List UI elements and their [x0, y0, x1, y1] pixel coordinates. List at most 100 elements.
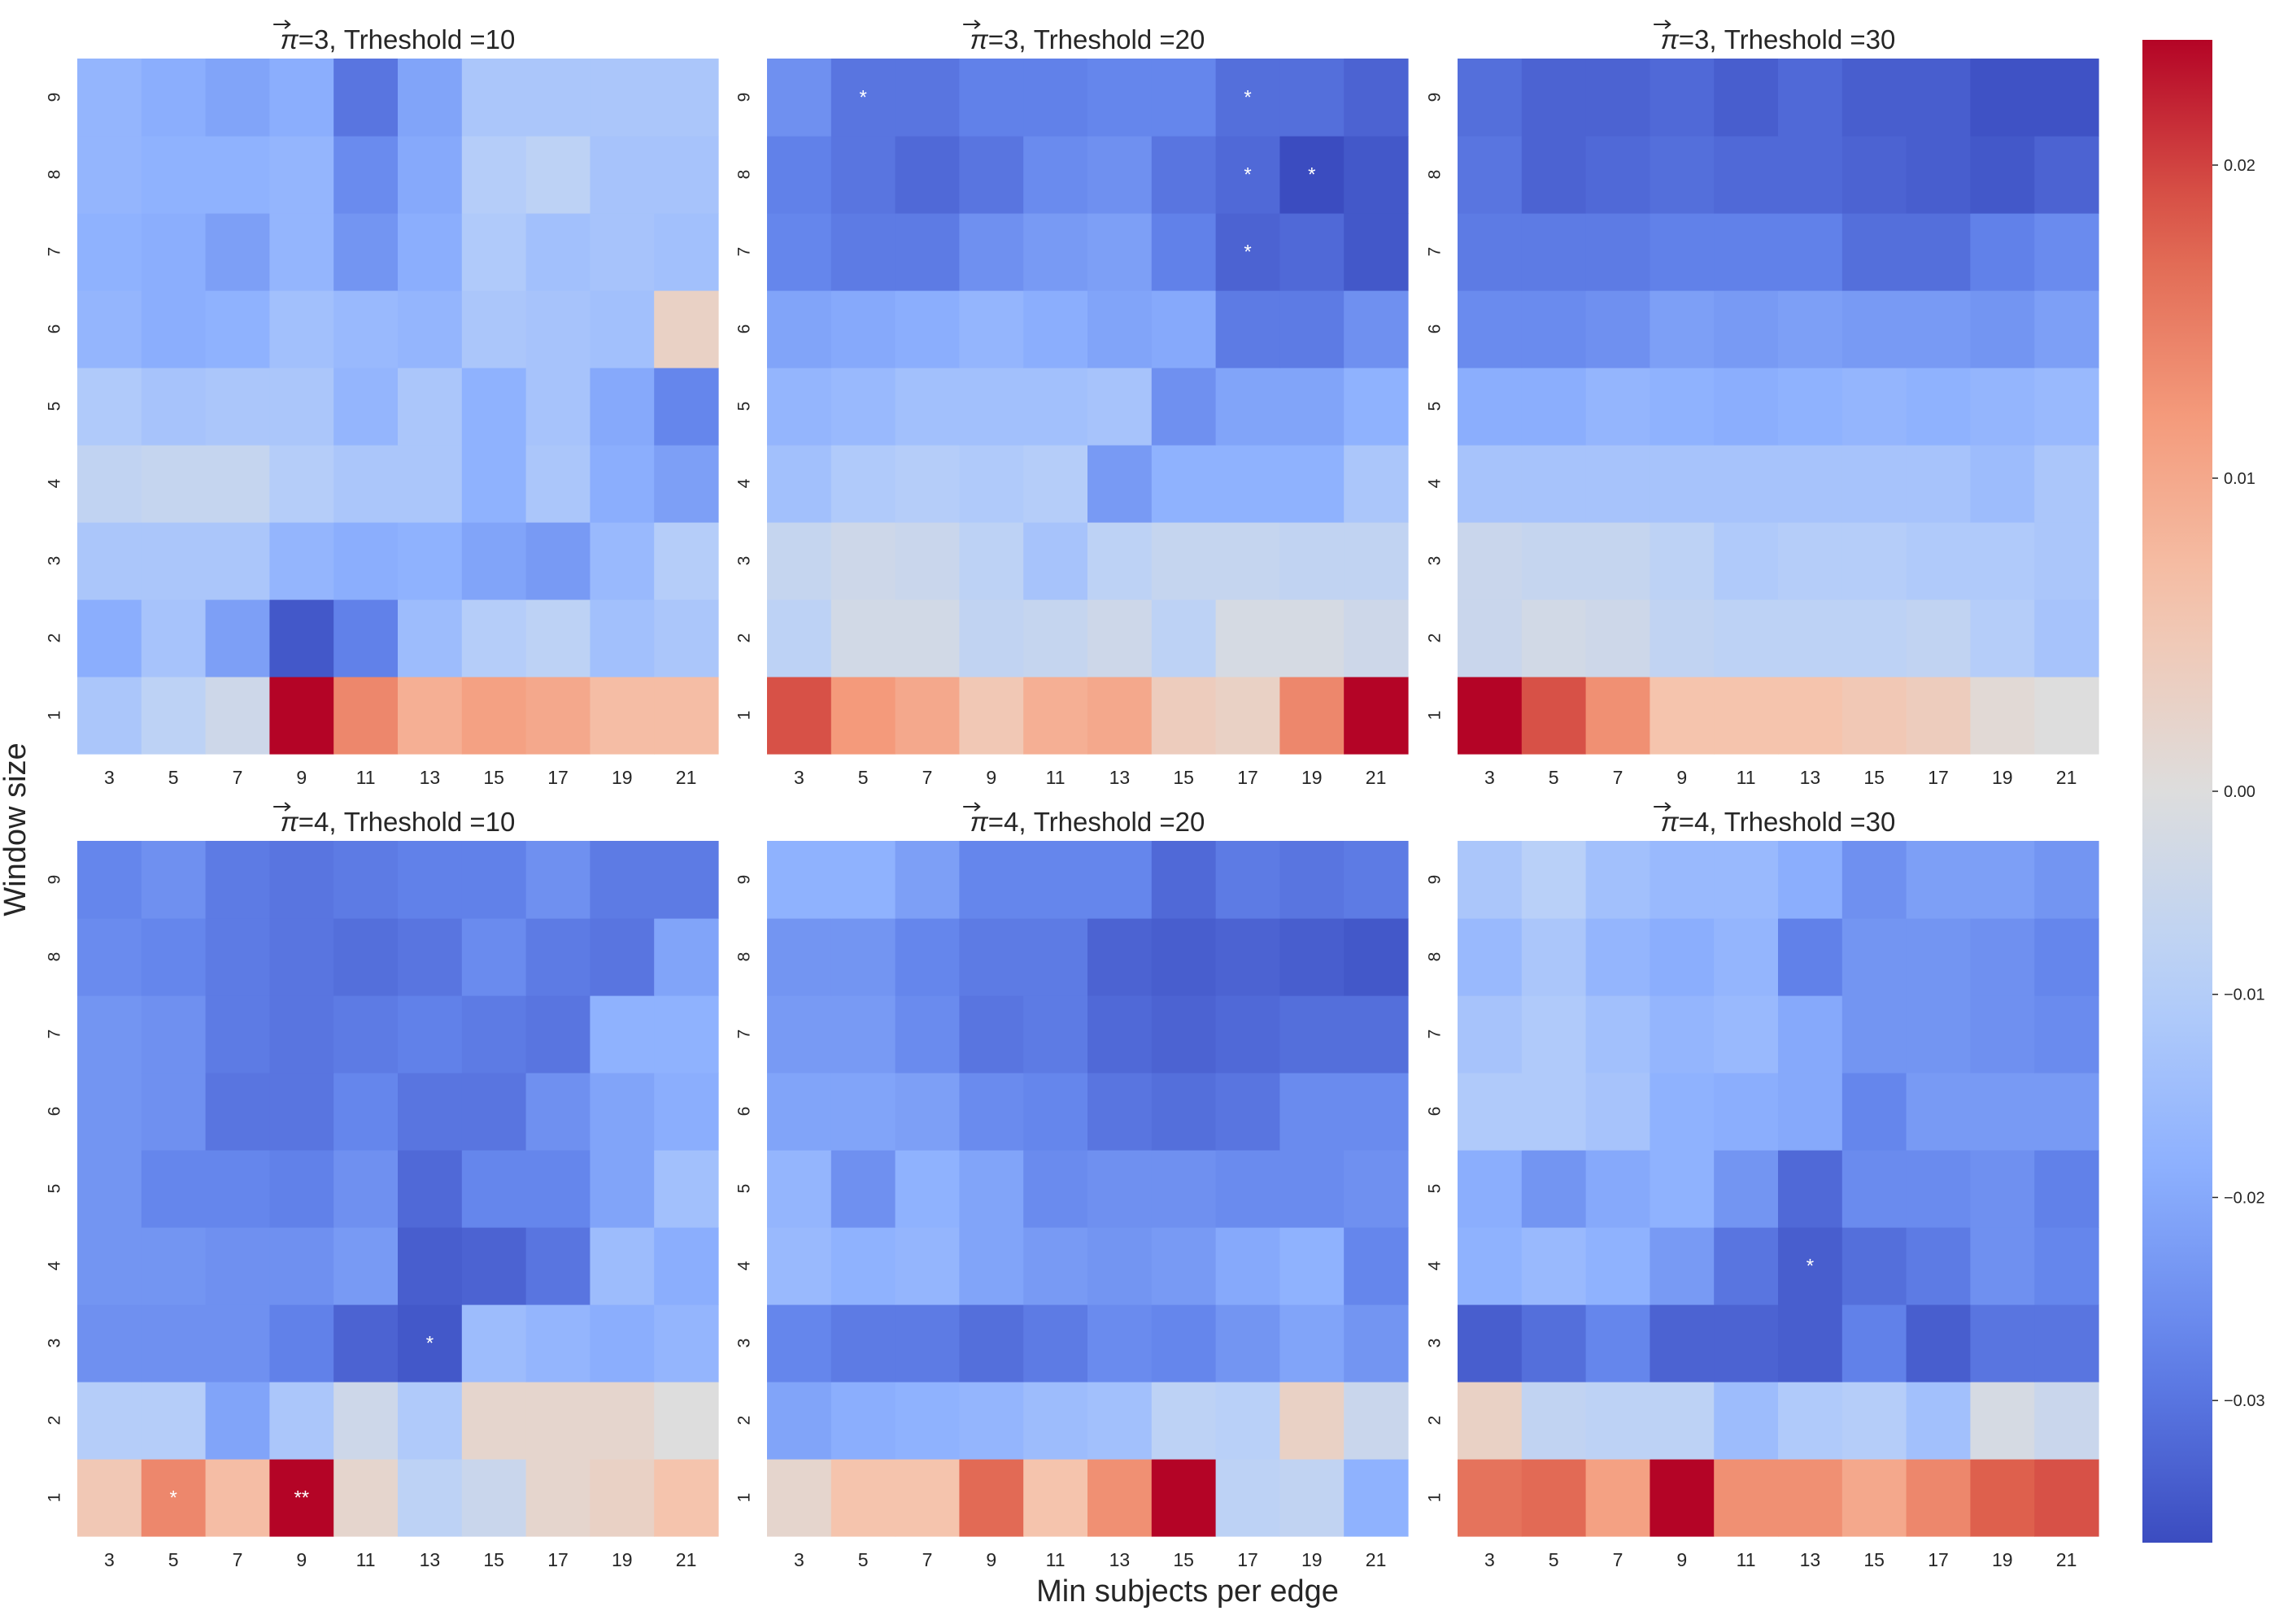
x-tick-label: 15: [1173, 1549, 1194, 1570]
heatmap-cell: [1841, 1227, 1907, 1305]
heatmap-cell: [1650, 1073, 1715, 1151]
heatmap-cell: [654, 136, 719, 214]
heatmap-cell: [77, 290, 142, 368]
heatmap-cell: [333, 522, 399, 600]
heatmap-cell: [398, 1073, 463, 1151]
heatmap-cell: [1778, 290, 1843, 368]
heatmap-cell: [398, 522, 463, 600]
panel-title: π=4, Trheshold =10: [281, 807, 516, 837]
heatmap-cell: [1585, 213, 1650, 291]
heatmap-cell: [333, 599, 399, 677]
heatmap-cell: [269, 59, 334, 137]
y-tick-label: 8: [46, 170, 64, 180]
heatmap-cell: [77, 59, 142, 137]
heatmap-cell: [205, 677, 270, 755]
x-tick-label: 13: [420, 767, 441, 788]
heatmap-cell: [1841, 841, 1907, 919]
heatmap-cell: [895, 841, 960, 919]
heatmap-cell: [1778, 1382, 1843, 1460]
heatmap-cell: [1458, 368, 1523, 446]
heatmap-cell: [1714, 1073, 1779, 1151]
heatmap-cell: [1906, 522, 1971, 600]
heatmap-cell: [1151, 445, 1217, 523]
heatmap-cell: [333, 213, 399, 291]
x-tick-label: 11: [1046, 767, 1066, 788]
heatmap-cell: [1344, 1382, 1409, 1460]
panel-title-text: =3, Trheshold =30: [1679, 24, 1896, 54]
heatmap-cell: [461, 136, 527, 214]
heatmap-cell: [1279, 368, 1345, 446]
heatmap-cell: [333, 1459, 399, 1537]
y-tick-label: 7: [735, 1030, 754, 1039]
heatmap-cell: [1458, 1227, 1523, 1305]
heatmap-cell: [141, 368, 207, 446]
heatmap-cell: [959, 522, 1024, 600]
y-tick-label: 1: [46, 711, 64, 721]
heatmap-cell: [77, 1382, 142, 1460]
y-tick-label: 8: [1426, 170, 1445, 180]
heatmap-cell: [1087, 213, 1153, 291]
heatmap-cell: [1458, 1150, 1523, 1228]
heatmap-cell: [1714, 841, 1779, 919]
heatmap-cell: [895, 368, 960, 446]
heatmap-cell: [1151, 59, 1217, 137]
y-tick-label: 3: [46, 556, 64, 566]
heatmap-cell: [654, 1150, 719, 1228]
heatmap-cell: [830, 1459, 896, 1537]
heatmap-cell: [1650, 599, 1715, 677]
heatmap-cell: [1023, 136, 1088, 214]
heatmap-cell: [590, 213, 655, 291]
x-tick-label: 5: [1549, 767, 1559, 788]
heatmap-cell: [1458, 1304, 1523, 1382]
heatmap-cell: [333, 445, 399, 523]
heatmap-cell: [1714, 1150, 1779, 1228]
vector-arrow-icon: [273, 20, 291, 29]
heatmap-cell: [205, 1150, 270, 1228]
heatmap-cell: [1151, 599, 1217, 677]
heatmap-cell: [1714, 213, 1779, 291]
x-tick-label: 11: [1737, 767, 1756, 788]
heatmap-cell: [2034, 368, 2099, 446]
heatmap-cell: [1279, 599, 1345, 677]
heatmap-cell: [1279, 918, 1345, 996]
heatmap-cell: [1279, 136, 1345, 214]
heatmap-cell: [1650, 522, 1715, 600]
heatmap-cell: [767, 995, 832, 1073]
heatmap-cell: [461, 995, 527, 1073]
x-tick-label: 5: [168, 1549, 179, 1570]
heatmap-cell: [1087, 59, 1153, 137]
heatmap-cell: [1521, 368, 1587, 446]
heatmap-cell: [333, 1304, 399, 1382]
heatmap-cell: [830, 1382, 896, 1460]
heatmap-cell: [1778, 918, 1843, 996]
heatmap-cell: [1023, 59, 1088, 137]
heatmap-cell: [830, 841, 896, 919]
heatmap-cell: [398, 290, 463, 368]
x-tick-label: 15: [483, 767, 504, 788]
heatmap-cell: [398, 1382, 463, 1460]
heatmap-cell: [525, 1304, 591, 1382]
heatmap-cell: [1970, 1073, 2035, 1151]
heatmap-cell: [1585, 1382, 1650, 1460]
heatmap-cell: [2034, 445, 2099, 523]
heatmap-cell: [1970, 841, 2035, 919]
x-tick-label: 11: [1737, 1549, 1756, 1570]
x-tick-label: 13: [1800, 767, 1821, 788]
heatmap-cell: [654, 841, 719, 919]
panel-title: π=3, Trheshold =20: [970, 24, 1205, 54]
heatmap-cell: [1650, 677, 1715, 755]
heatmap-cell: [1521, 522, 1587, 600]
heatmap-cell: [1970, 995, 2035, 1073]
heatmap-cell: [1023, 290, 1088, 368]
heatmap-cell: [398, 213, 463, 291]
heatmap-cell: [767, 599, 832, 677]
heatmap-cell: [461, 213, 527, 291]
heatmap-cell: [1023, 1304, 1088, 1382]
heatmap-cell: [959, 59, 1024, 137]
x-tick-label: 11: [356, 1549, 376, 1570]
x-tick-label: 3: [1484, 1549, 1495, 1570]
heatmap-cell: [895, 213, 960, 291]
heatmap-cell: [1714, 59, 1779, 137]
heatmap-cell: [1585, 1227, 1650, 1305]
heatmap-cell: [1087, 677, 1153, 755]
